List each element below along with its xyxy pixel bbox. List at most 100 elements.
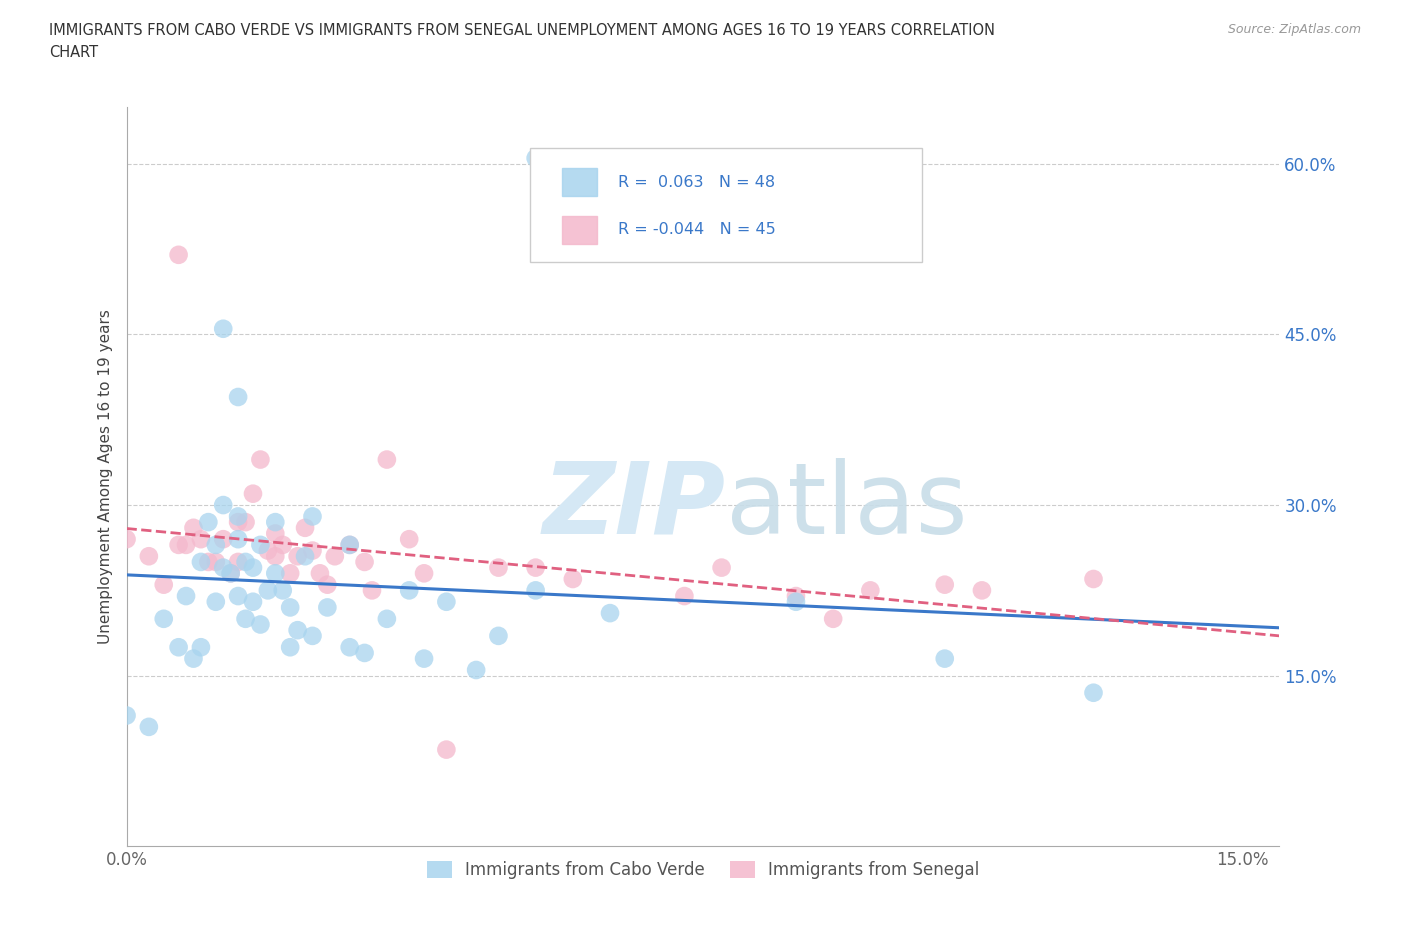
Point <box>183 651 205 666</box>
Point <box>235 554 257 569</box>
Y-axis label: Unemployment Among Ages 16 to 19 years: Unemployment Among Ages 16 to 19 years <box>98 309 114 644</box>
Point <box>249 452 271 467</box>
Text: IMMIGRANTS FROM CABO VERDE VS IMMIGRANTS FROM SENEGAL UNEMPLOYMENT AMONG AGES 16: IMMIGRANTS FROM CABO VERDE VS IMMIGRANTS… <box>49 23 995 38</box>
Legend: Immigrants from Cabo Verde, Immigrants from Senegal: Immigrants from Cabo Verde, Immigrants f… <box>420 855 986 886</box>
Point <box>226 589 249 604</box>
Point <box>934 651 956 666</box>
Point <box>278 640 301 655</box>
Point <box>197 554 219 569</box>
Point <box>316 578 339 592</box>
Point <box>249 538 271 552</box>
Point <box>226 554 249 569</box>
Point <box>316 600 339 615</box>
Point <box>1083 685 1105 700</box>
Point <box>524 560 547 575</box>
Text: R =  0.063   N = 48: R = 0.063 N = 48 <box>617 175 775 190</box>
Point <box>204 594 226 609</box>
Point <box>242 486 264 501</box>
Point <box>353 554 375 569</box>
Point <box>242 594 264 609</box>
Point <box>301 509 323 524</box>
Point <box>301 629 323 644</box>
Point <box>264 565 287 580</box>
Point <box>167 640 190 655</box>
Point <box>465 662 488 677</box>
Point <box>524 583 547 598</box>
Point <box>242 560 264 575</box>
Point <box>174 538 197 552</box>
Point <box>235 514 257 529</box>
Point <box>1083 572 1105 587</box>
Point <box>353 645 375 660</box>
Point <box>488 560 510 575</box>
Point <box>183 521 205 536</box>
Point <box>339 538 361 552</box>
Point <box>339 538 361 552</box>
Point <box>710 560 733 575</box>
Point <box>278 565 301 580</box>
Point <box>257 583 280 598</box>
Point <box>235 611 257 626</box>
Text: atlas: atlas <box>725 458 967 554</box>
Point <box>434 742 457 757</box>
Point <box>197 514 219 529</box>
Point <box>524 151 547 166</box>
Point <box>212 498 235 512</box>
Point <box>278 600 301 615</box>
Point <box>264 526 287 541</box>
Text: ZIP: ZIP <box>543 458 725 554</box>
Point <box>287 623 309 638</box>
Text: Source: ZipAtlas.com: Source: ZipAtlas.com <box>1227 23 1361 36</box>
Point <box>413 651 436 666</box>
Point <box>785 589 807 604</box>
Point <box>249 618 271 632</box>
Point <box>167 538 190 552</box>
Point <box>271 538 294 552</box>
Point <box>561 572 583 587</box>
Point <box>257 543 280 558</box>
Point <box>934 578 956 592</box>
Point <box>212 322 235 337</box>
Point <box>323 549 346 564</box>
Point <box>970 583 993 598</box>
Point <box>264 514 287 529</box>
Point <box>264 549 287 564</box>
Text: CHART: CHART <box>49 45 98 60</box>
Point <box>785 594 807 609</box>
Point <box>204 554 226 569</box>
Point <box>339 640 361 655</box>
Point <box>599 605 621 620</box>
Point <box>673 589 696 604</box>
Point <box>309 565 332 580</box>
Point <box>152 578 174 592</box>
Point <box>413 565 436 580</box>
FancyBboxPatch shape <box>562 168 598 196</box>
Point <box>301 543 323 558</box>
FancyBboxPatch shape <box>562 216 598 244</box>
Point <box>212 560 235 575</box>
Point <box>294 521 316 536</box>
Point <box>226 514 249 529</box>
Point <box>115 708 138 723</box>
Point <box>174 589 197 604</box>
Text: R = -0.044   N = 45: R = -0.044 N = 45 <box>617 222 776 237</box>
Point <box>219 565 242 580</box>
Point <box>375 611 398 626</box>
Point <box>138 549 160 564</box>
Point <box>138 720 160 735</box>
Point <box>226 390 249 405</box>
Point <box>204 538 226 552</box>
Point <box>361 583 384 598</box>
Point <box>219 565 242 580</box>
FancyBboxPatch shape <box>530 148 922 262</box>
Point <box>226 509 249 524</box>
Point <box>398 583 420 598</box>
Point <box>859 583 882 598</box>
Point <box>294 549 316 564</box>
Point <box>115 532 138 547</box>
Point <box>434 594 457 609</box>
Point <box>226 532 249 547</box>
Point <box>190 532 212 547</box>
Point <box>287 549 309 564</box>
Point <box>167 247 190 262</box>
